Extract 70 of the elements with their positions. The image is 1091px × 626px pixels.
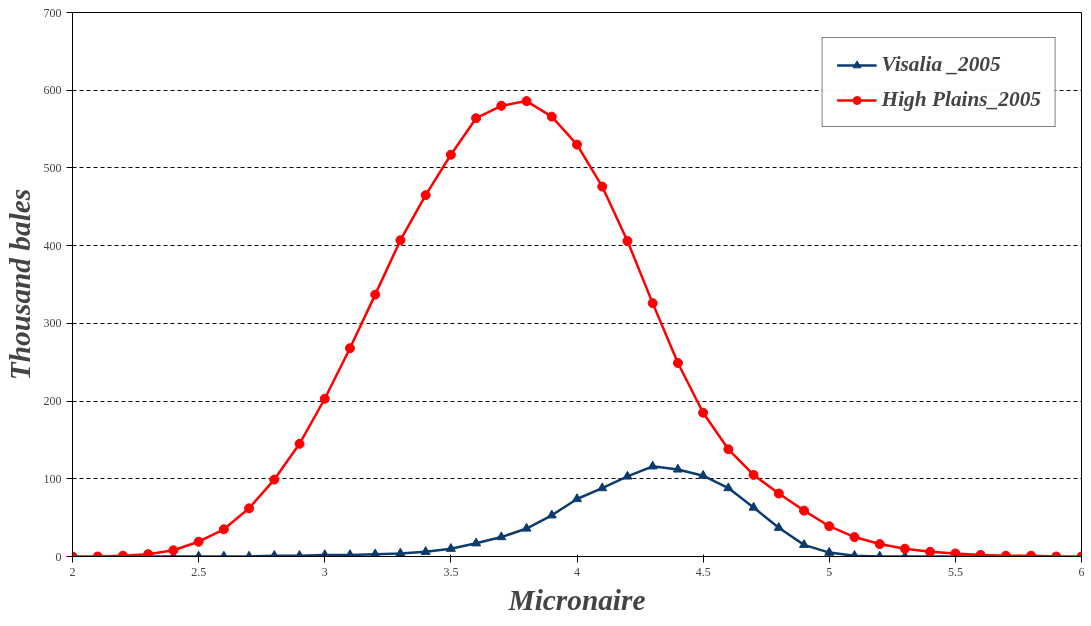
- y-axis-title: Thousand bales: [3, 188, 36, 381]
- point: [168, 545, 179, 556]
- y-tick-label: 100: [43, 471, 62, 486]
- point: [824, 546, 835, 556]
- point: [773, 488, 784, 499]
- legend-label: Visalia _2005: [881, 52, 1001, 77]
- y-tick-label: 200: [43, 394, 62, 409]
- point: [445, 149, 456, 160]
- point: [546, 111, 557, 122]
- y-tick-label: 0: [55, 549, 62, 564]
- legend-label: High Plains_2005: [881, 87, 1041, 112]
- point: [672, 463, 683, 473]
- point: [572, 493, 582, 503]
- point: [521, 96, 532, 107]
- point: [925, 546, 936, 557]
- point: [647, 298, 658, 309]
- point: [622, 235, 633, 246]
- point: [748, 469, 759, 480]
- point: [319, 393, 330, 404]
- y-tick-label: 400: [43, 238, 62, 253]
- x-tick-label: 4: [574, 564, 580, 579]
- x-tick-label: 3: [321, 564, 328, 579]
- point: [748, 501, 759, 511]
- point: [395, 547, 406, 557]
- point: [824, 521, 835, 532]
- point: [294, 438, 305, 449]
- point: [597, 482, 608, 492]
- point: [496, 100, 507, 111]
- point: [370, 289, 381, 300]
- point: [193, 536, 204, 547]
- x-tick-label: 2: [69, 564, 76, 579]
- point: [344, 343, 355, 354]
- point: [445, 543, 456, 552]
- point: [420, 546, 431, 555]
- point: [597, 181, 608, 192]
- x-tick-label: 6: [1078, 564, 1085, 579]
- point: [572, 139, 582, 150]
- point: [799, 539, 810, 548]
- point: [799, 505, 810, 516]
- point: [471, 537, 482, 547]
- y-tick-label: 700: [43, 5, 62, 20]
- y-tick-label: 600: [43, 83, 62, 98]
- point: [698, 407, 709, 418]
- point: [899, 543, 910, 554]
- point: [773, 522, 784, 531]
- point: [672, 358, 683, 368]
- point: [723, 482, 734, 492]
- point: [496, 531, 507, 541]
- y-tick-label: 300: [43, 316, 62, 331]
- y-tick-label: 500: [43, 160, 62, 175]
- point: [698, 469, 709, 479]
- point: [471, 113, 482, 124]
- point: [874, 539, 885, 550]
- point: [849, 532, 860, 543]
- point: [723, 444, 734, 455]
- x-tick-label: 3.5: [443, 564, 459, 579]
- point: [244, 503, 255, 514]
- x-tick-label: 5: [826, 564, 833, 579]
- point: [395, 235, 406, 246]
- point: [218, 524, 229, 535]
- x-axis-title: Micronaire: [507, 583, 646, 616]
- x-tick-label: 5.5: [947, 564, 963, 579]
- point: [420, 190, 431, 201]
- point: [521, 522, 532, 532]
- point: [269, 474, 280, 485]
- point: [647, 460, 658, 470]
- point: [622, 470, 633, 480]
- x-tick-label: 2.5: [191, 564, 207, 579]
- point: [546, 509, 557, 519]
- x-tick-label: 4.5: [695, 564, 711, 579]
